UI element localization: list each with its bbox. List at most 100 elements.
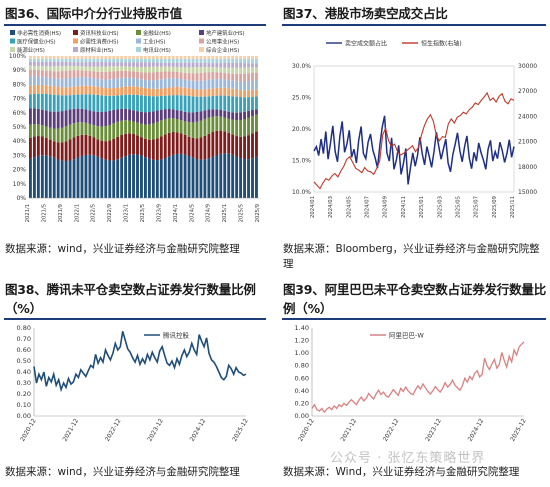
bar-segment: [203, 159, 207, 198]
y-tick-label-right: 30000: [518, 63, 537, 70]
bar-segment: [124, 133, 128, 157]
bar-segment: [56, 66, 60, 72]
bar-segment: [44, 155, 48, 198]
bar-segment: [179, 133, 183, 154]
bar-segment: [128, 154, 131, 198]
bar-segment: [56, 159, 60, 198]
bar-segment: [72, 94, 76, 109]
bar-segment: [195, 73, 199, 81]
bar-segment: [227, 132, 231, 154]
bar-segment: [68, 124, 72, 140]
bar-segment: [235, 120, 239, 137]
bar-segment: [211, 58, 215, 64]
bar-segment: [195, 138, 199, 160]
bar-segment: [223, 131, 227, 154]
y-tick-label-left: 10.0%: [292, 189, 311, 196]
bar-segment: [72, 56, 76, 59]
bar-segment: [159, 88, 163, 97]
y-tick-label: 0.30: [17, 379, 31, 387]
bar-segment: [199, 120, 203, 138]
bar-segment: [140, 58, 143, 63]
bar-segment: [167, 87, 171, 96]
bar-segment: [112, 71, 116, 79]
bar-segment: [32, 61, 36, 66]
bar-segment: [52, 94, 56, 112]
bar-segment: [88, 71, 92, 78]
bar-segment: [179, 95, 183, 111]
bar-segment: [171, 95, 175, 110]
bar-segment: [255, 72, 258, 81]
bar-segment: [243, 159, 246, 198]
legend-swatch: [136, 47, 141, 52]
bar-segment: [167, 95, 171, 110]
bar-segment: [32, 157, 36, 198]
y-tick-label: 0.40: [17, 368, 31, 376]
bar-segment: [147, 58, 151, 63]
bar-segment: [215, 154, 219, 198]
bar-segment: [219, 67, 223, 73]
bar-segment: [187, 73, 191, 81]
bar-segment: [247, 90, 250, 98]
bar-segment: [128, 56, 131, 59]
bar-segment: [187, 136, 191, 156]
bar-segment: [140, 62, 143, 68]
bar-segment: [100, 58, 104, 63]
bar-segment: [92, 111, 96, 126]
bar-segment: [223, 56, 227, 59]
bar-segment: [116, 66, 120, 71]
bar-segment: [68, 65, 72, 71]
bar-segment: [207, 66, 211, 73]
bar-segment: [147, 66, 151, 73]
y-tick-label-right: 24000: [518, 113, 537, 120]
bar-segment: [116, 109, 120, 122]
bar-segment: [29, 138, 32, 159]
bar-segment: [151, 66, 155, 73]
bar-segment: [104, 79, 108, 88]
bar-segment: [163, 56, 167, 59]
bar-segment: [92, 94, 96, 112]
bar-segment: [231, 134, 235, 155]
bar-segment: [171, 154, 175, 198]
bar-segment: [199, 111, 203, 121]
bar-segment: [84, 62, 88, 67]
bar-segment: [147, 62, 151, 67]
bar-segment: [215, 116, 219, 131]
chart-37: 卖空成交额占比 恒生指数(右轴) 10.0% 15.0% 20.0% 25.0% 30.0%…: [292, 40, 537, 219]
chart-39: 0.00 0.20 0.40 0.60 0.80 1.00 1.20 1.40 阿里巴巴-W 20…: [295, 324, 528, 443]
bar-segment: [80, 134, 84, 156]
bar-segment: [255, 109, 258, 115]
bar-segment: [52, 56, 56, 59]
bar-segment: [120, 157, 124, 198]
bar-segment: [251, 158, 254, 198]
bar-segment: [88, 154, 92, 198]
bar-segment: [239, 136, 243, 159]
bar-segment: [223, 58, 227, 63]
bar-segment: [147, 158, 151, 198]
bar-segment: [191, 112, 195, 123]
bar-segment: [247, 135, 250, 160]
bar-segment: [223, 153, 227, 198]
bar-segment: [88, 85, 92, 95]
bar-segment: [211, 67, 215, 73]
bar-segment: [155, 66, 159, 72]
bar-segment: [187, 95, 191, 113]
bar-segment: [195, 58, 199, 63]
bar-segment: [219, 58, 223, 64]
x-tick-label: 2023/9: [156, 204, 162, 222]
bar-segment: [235, 89, 239, 97]
bar-segment: [151, 80, 155, 89]
y-tick-label: 0.00: [17, 412, 31, 420]
bar-segment: [215, 56, 219, 59]
bar-segment: [211, 95, 215, 110]
bar-segment: [80, 62, 84, 67]
bar-segment: [76, 108, 80, 123]
y-tick-label: 0.60: [295, 374, 309, 382]
bar-segment: [72, 159, 76, 198]
bar-segment: [203, 80, 207, 90]
bar-segment: [48, 66, 52, 72]
bar-segment: [207, 96, 211, 110]
bar-segment: [144, 58, 147, 63]
bar-segment: [84, 70, 88, 78]
bar-segment: [223, 72, 227, 80]
bar-segment: [136, 94, 139, 112]
